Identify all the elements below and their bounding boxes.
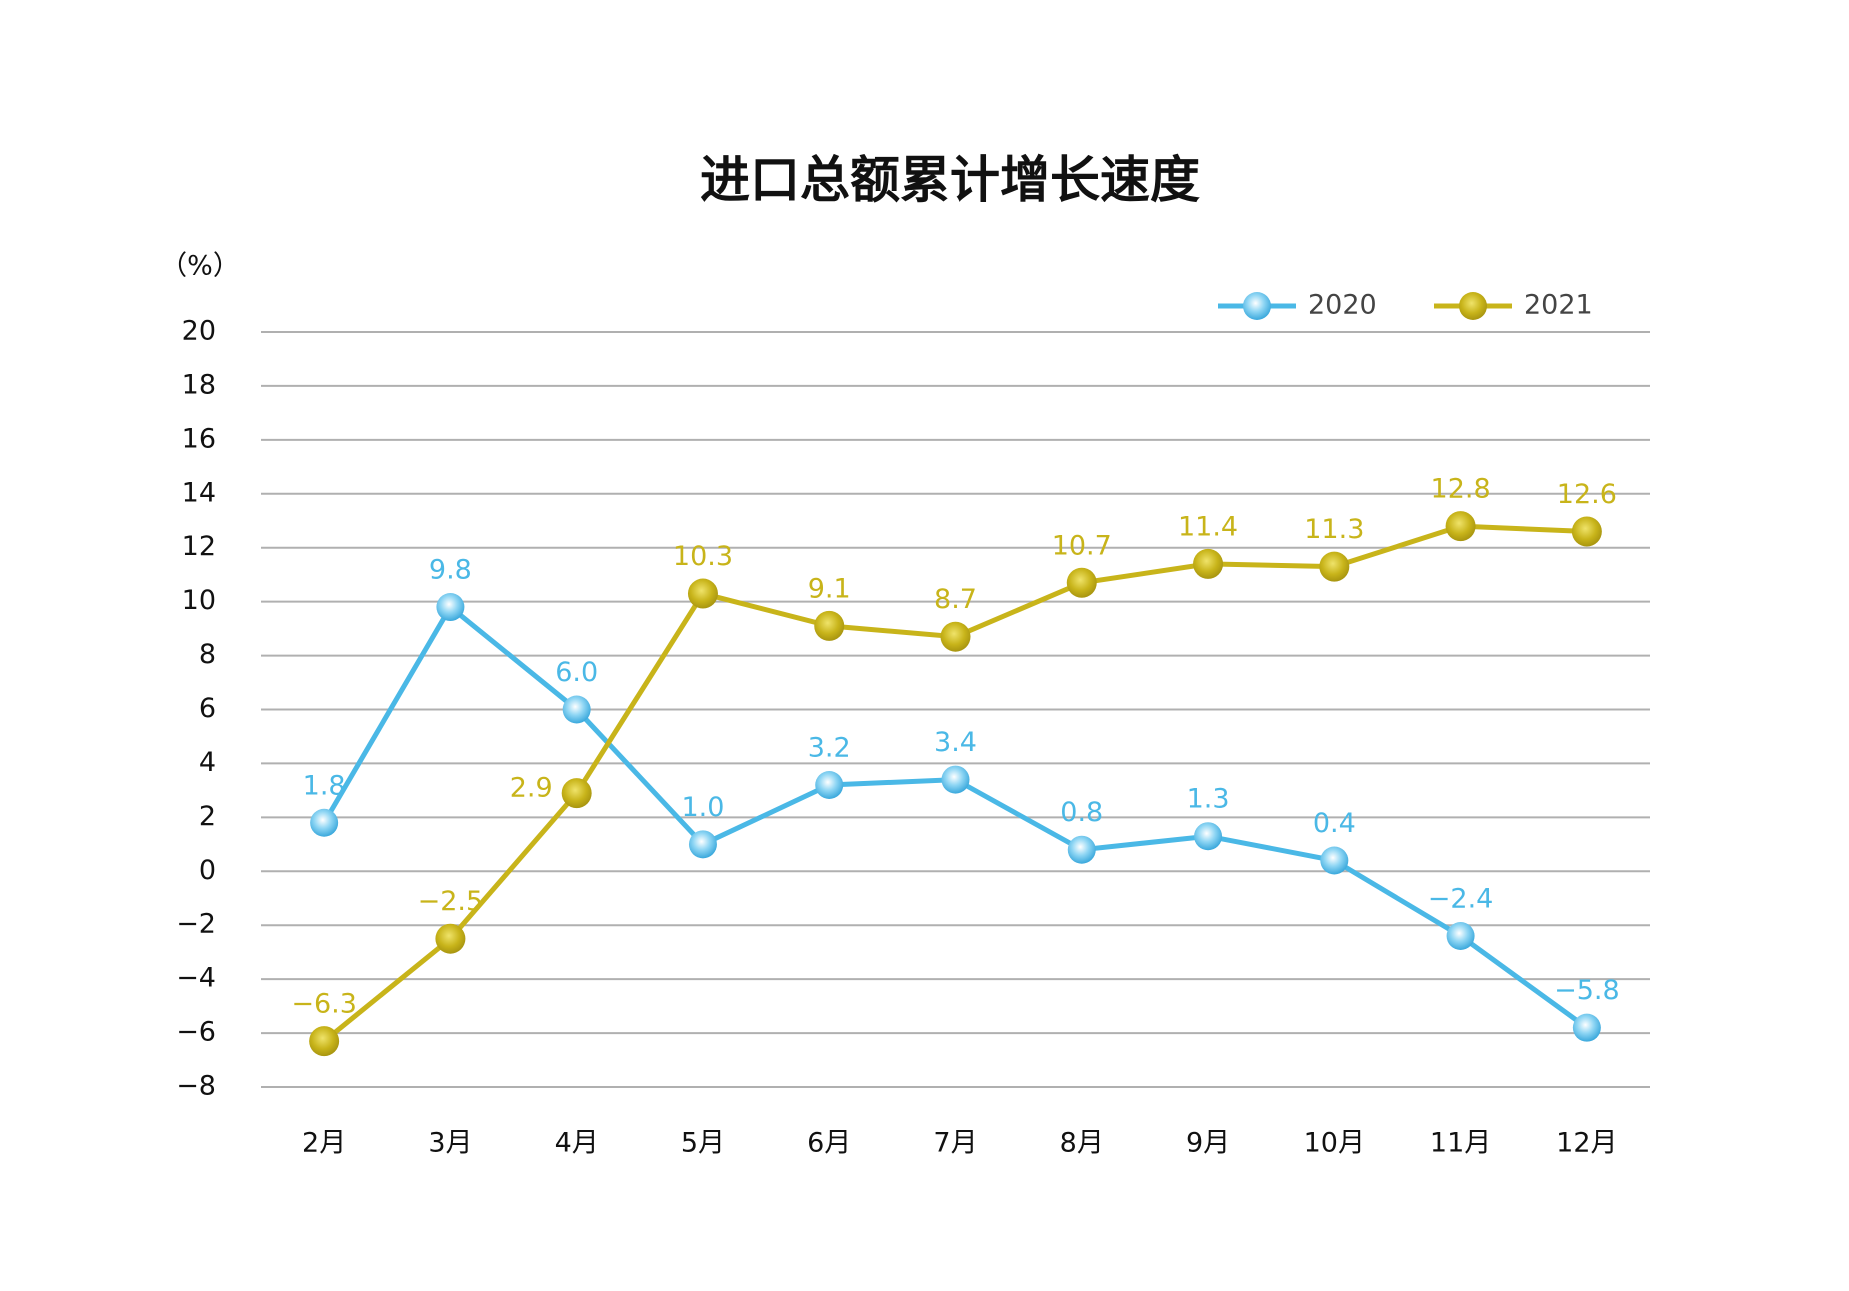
point-marker — [1193, 548, 1224, 579]
y-tick-label: 14 — [182, 477, 216, 508]
point-marker — [687, 578, 718, 609]
point-marker — [1572, 1013, 1601, 1042]
data-label: 12.8 — [1431, 474, 1491, 505]
data-label: 1.0 — [681, 792, 724, 823]
point-marker — [309, 1026, 340, 1057]
data-label: 1.8 — [303, 770, 346, 801]
y-tick-label: 0 — [199, 855, 216, 886]
x-tick-label: 4月 — [555, 1128, 599, 1159]
y-tick-label: 18 — [182, 369, 216, 400]
x-tick-label: 5月 — [681, 1128, 725, 1159]
point-marker — [688, 830, 717, 859]
point-marker — [1066, 567, 1097, 598]
point-marker — [1571, 516, 1602, 547]
point-marker — [562, 695, 591, 724]
legend-label: 2020 — [1308, 290, 1377, 321]
y-tick-label: 16 — [182, 423, 216, 454]
point-marker — [815, 771, 844, 799]
data-label: 10.3 — [673, 541, 733, 572]
data-label: −5.8 — [1554, 975, 1620, 1006]
point-marker — [310, 808, 339, 837]
y-tick-label: −6 — [176, 1017, 216, 1048]
y-tick-label: 10 — [182, 585, 216, 616]
data-label: −2.5 — [418, 886, 484, 917]
data-label: 11.3 — [1304, 514, 1364, 545]
y-axis-label: （%） — [160, 251, 240, 282]
point-marker — [940, 621, 971, 652]
y-tick-label: −2 — [176, 909, 216, 940]
chart-title: 进口总额累计增长速度 — [700, 150, 1200, 209]
y-tick-label: 12 — [182, 531, 216, 562]
data-label: 8.7 — [934, 584, 977, 615]
point-marker — [1067, 835, 1096, 864]
point-marker — [1446, 922, 1475, 950]
data-label: 12.6 — [1557, 479, 1617, 510]
y-tick-label: 8 — [199, 639, 216, 670]
point-marker — [814, 610, 845, 641]
data-label: 11.4 — [1178, 511, 1238, 542]
x-tick-label: 11月 — [1430, 1128, 1491, 1159]
y-tick-label: −4 — [176, 963, 216, 994]
legend-marker — [1243, 292, 1271, 320]
point-marker — [561, 778, 592, 809]
point-marker — [1320, 846, 1349, 875]
data-label: −2.4 — [1428, 884, 1494, 915]
data-label: 0.8 — [1060, 797, 1103, 828]
data-label: 9.8 — [429, 555, 472, 586]
point-marker — [436, 593, 465, 622]
point-marker — [1445, 511, 1476, 542]
data-label: 2.9 — [510, 773, 553, 804]
data-label: 1.3 — [1187, 784, 1230, 815]
y-tick-label: −8 — [176, 1071, 216, 1102]
x-tick-label: 3月 — [428, 1128, 472, 1159]
data-label: 3.4 — [934, 727, 977, 758]
x-tick-label: 9月 — [1186, 1128, 1230, 1159]
y-tick-label: 6 — [199, 693, 216, 724]
point-marker — [1319, 551, 1350, 582]
point-marker — [435, 923, 466, 954]
legend-label: 2021 — [1524, 290, 1593, 321]
y-tick-label: 4 — [199, 747, 216, 778]
x-tick-label: 8月 — [1060, 1128, 1104, 1159]
data-label: −6.3 — [291, 989, 357, 1020]
y-tick-label: 20 — [182, 316, 216, 347]
data-label: 3.2 — [808, 733, 851, 764]
x-tick-label: 7月 — [933, 1128, 977, 1159]
data-label: 6.0 — [555, 657, 598, 688]
data-label: 9.1 — [808, 573, 851, 604]
x-tick-label: 12月 — [1556, 1128, 1617, 1159]
x-tick-label: 2月 — [302, 1128, 346, 1159]
x-tick-label: 6月 — [807, 1128, 851, 1159]
point-marker — [1194, 822, 1223, 851]
data-label: 0.4 — [1313, 808, 1356, 839]
legend-marker — [1459, 292, 1487, 320]
x-tick-label: 10月 — [1304, 1128, 1365, 1159]
data-label: 10.7 — [1052, 530, 1112, 561]
point-marker — [941, 765, 970, 794]
y-tick-label: 2 — [199, 801, 216, 832]
